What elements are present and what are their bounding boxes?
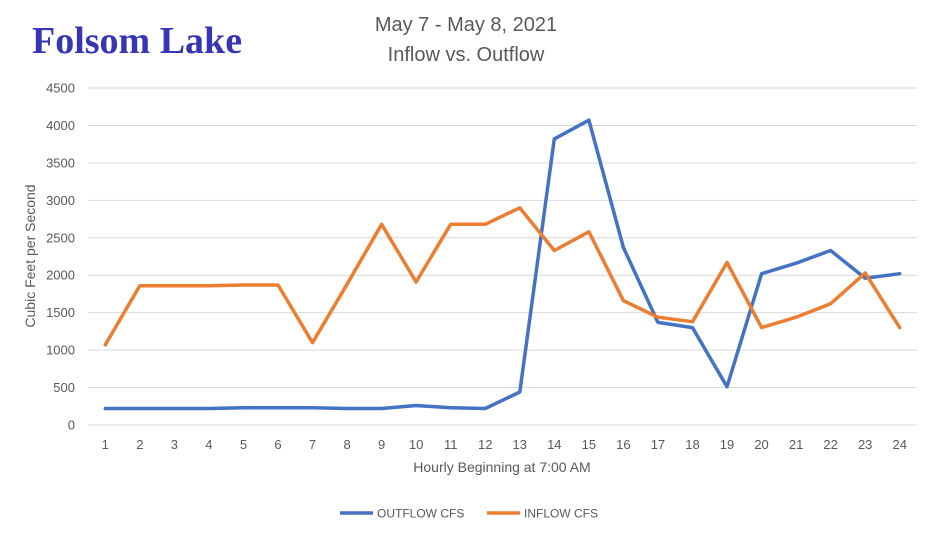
x-tick-label: 9 <box>378 437 385 452</box>
x-tick-label: 20 <box>754 437 768 452</box>
chart-subtitle: Inflow vs. Outflow <box>388 44 545 66</box>
series-lines <box>103 118 902 411</box>
y-tick-label: 4000 <box>46 118 75 133</box>
x-tick-label: 14 <box>547 437 561 452</box>
x-tick-label: 16 <box>616 437 630 452</box>
x-tick-label: 3 <box>171 437 178 452</box>
x-tick-label: 4 <box>205 437 212 452</box>
x-tick-label: 6 <box>274 437 281 452</box>
x-tick-label: 17 <box>651 437 665 452</box>
legend-label: OUTFLOW CFS <box>377 507 464 521</box>
x-tick-label: 22 <box>823 437 837 452</box>
brand-title: Folsom Lake <box>32 20 242 62</box>
x-tick-label: 8 <box>343 437 350 452</box>
x-tick-label: 24 <box>892 437 906 452</box>
x-tick-label: 12 <box>478 437 492 452</box>
x-tick-label: 18 <box>685 437 699 452</box>
y-tick-label: 2000 <box>46 268 75 283</box>
x-tick-label: 7 <box>309 437 316 452</box>
x-tick-label: 1 <box>102 437 109 452</box>
gridlines <box>88 87 917 426</box>
x-tick-label: 19 <box>720 437 734 452</box>
chart-title: May 7 - May 8, 2021 <box>375 14 557 36</box>
x-tick-label: 10 <box>409 437 423 452</box>
legend-label: INFLOW CFS <box>524 507 598 521</box>
series-line <box>103 206 902 347</box>
y-tick-label: 1000 <box>46 343 75 358</box>
y-axis-ticks: 0 500 1000 1500 2000 2500 3000 3500 4000 4500 <box>46 81 75 433</box>
x-tick-label: 13 <box>513 437 527 452</box>
x-axis-title: Hourly Beginning at 7:00 AM <box>413 459 590 475</box>
y-tick-label: 500 <box>53 380 75 395</box>
y-axis-title: Cubic Feet per Second <box>22 184 38 327</box>
y-tick-label: 2500 <box>46 230 75 245</box>
x-tick-label: 11 <box>444 437 458 452</box>
x-tick-label: 5 <box>240 437 247 452</box>
y-tick-label: 0 <box>68 418 75 433</box>
y-tick-label: 4500 <box>46 81 75 96</box>
x-tick-label: 21 <box>789 437 803 452</box>
y-tick-label: 1500 <box>46 305 75 320</box>
x-axis-ticks: 1 2 3 4 5 6 7 8 9 10 11 12 13 14 15 16 17 18 19 20 21 22 23 24 <box>102 437 907 452</box>
x-tick-label: 2 <box>136 437 143 452</box>
x-tick-label: 15 <box>582 437 596 452</box>
y-tick-label: 3000 <box>46 193 75 208</box>
series-line <box>103 118 902 411</box>
x-tick-label: 23 <box>858 437 872 452</box>
y-tick-label: 3500 <box>46 155 75 170</box>
legend: OUTFLOW CFS INFLOW CFS <box>340 507 598 521</box>
